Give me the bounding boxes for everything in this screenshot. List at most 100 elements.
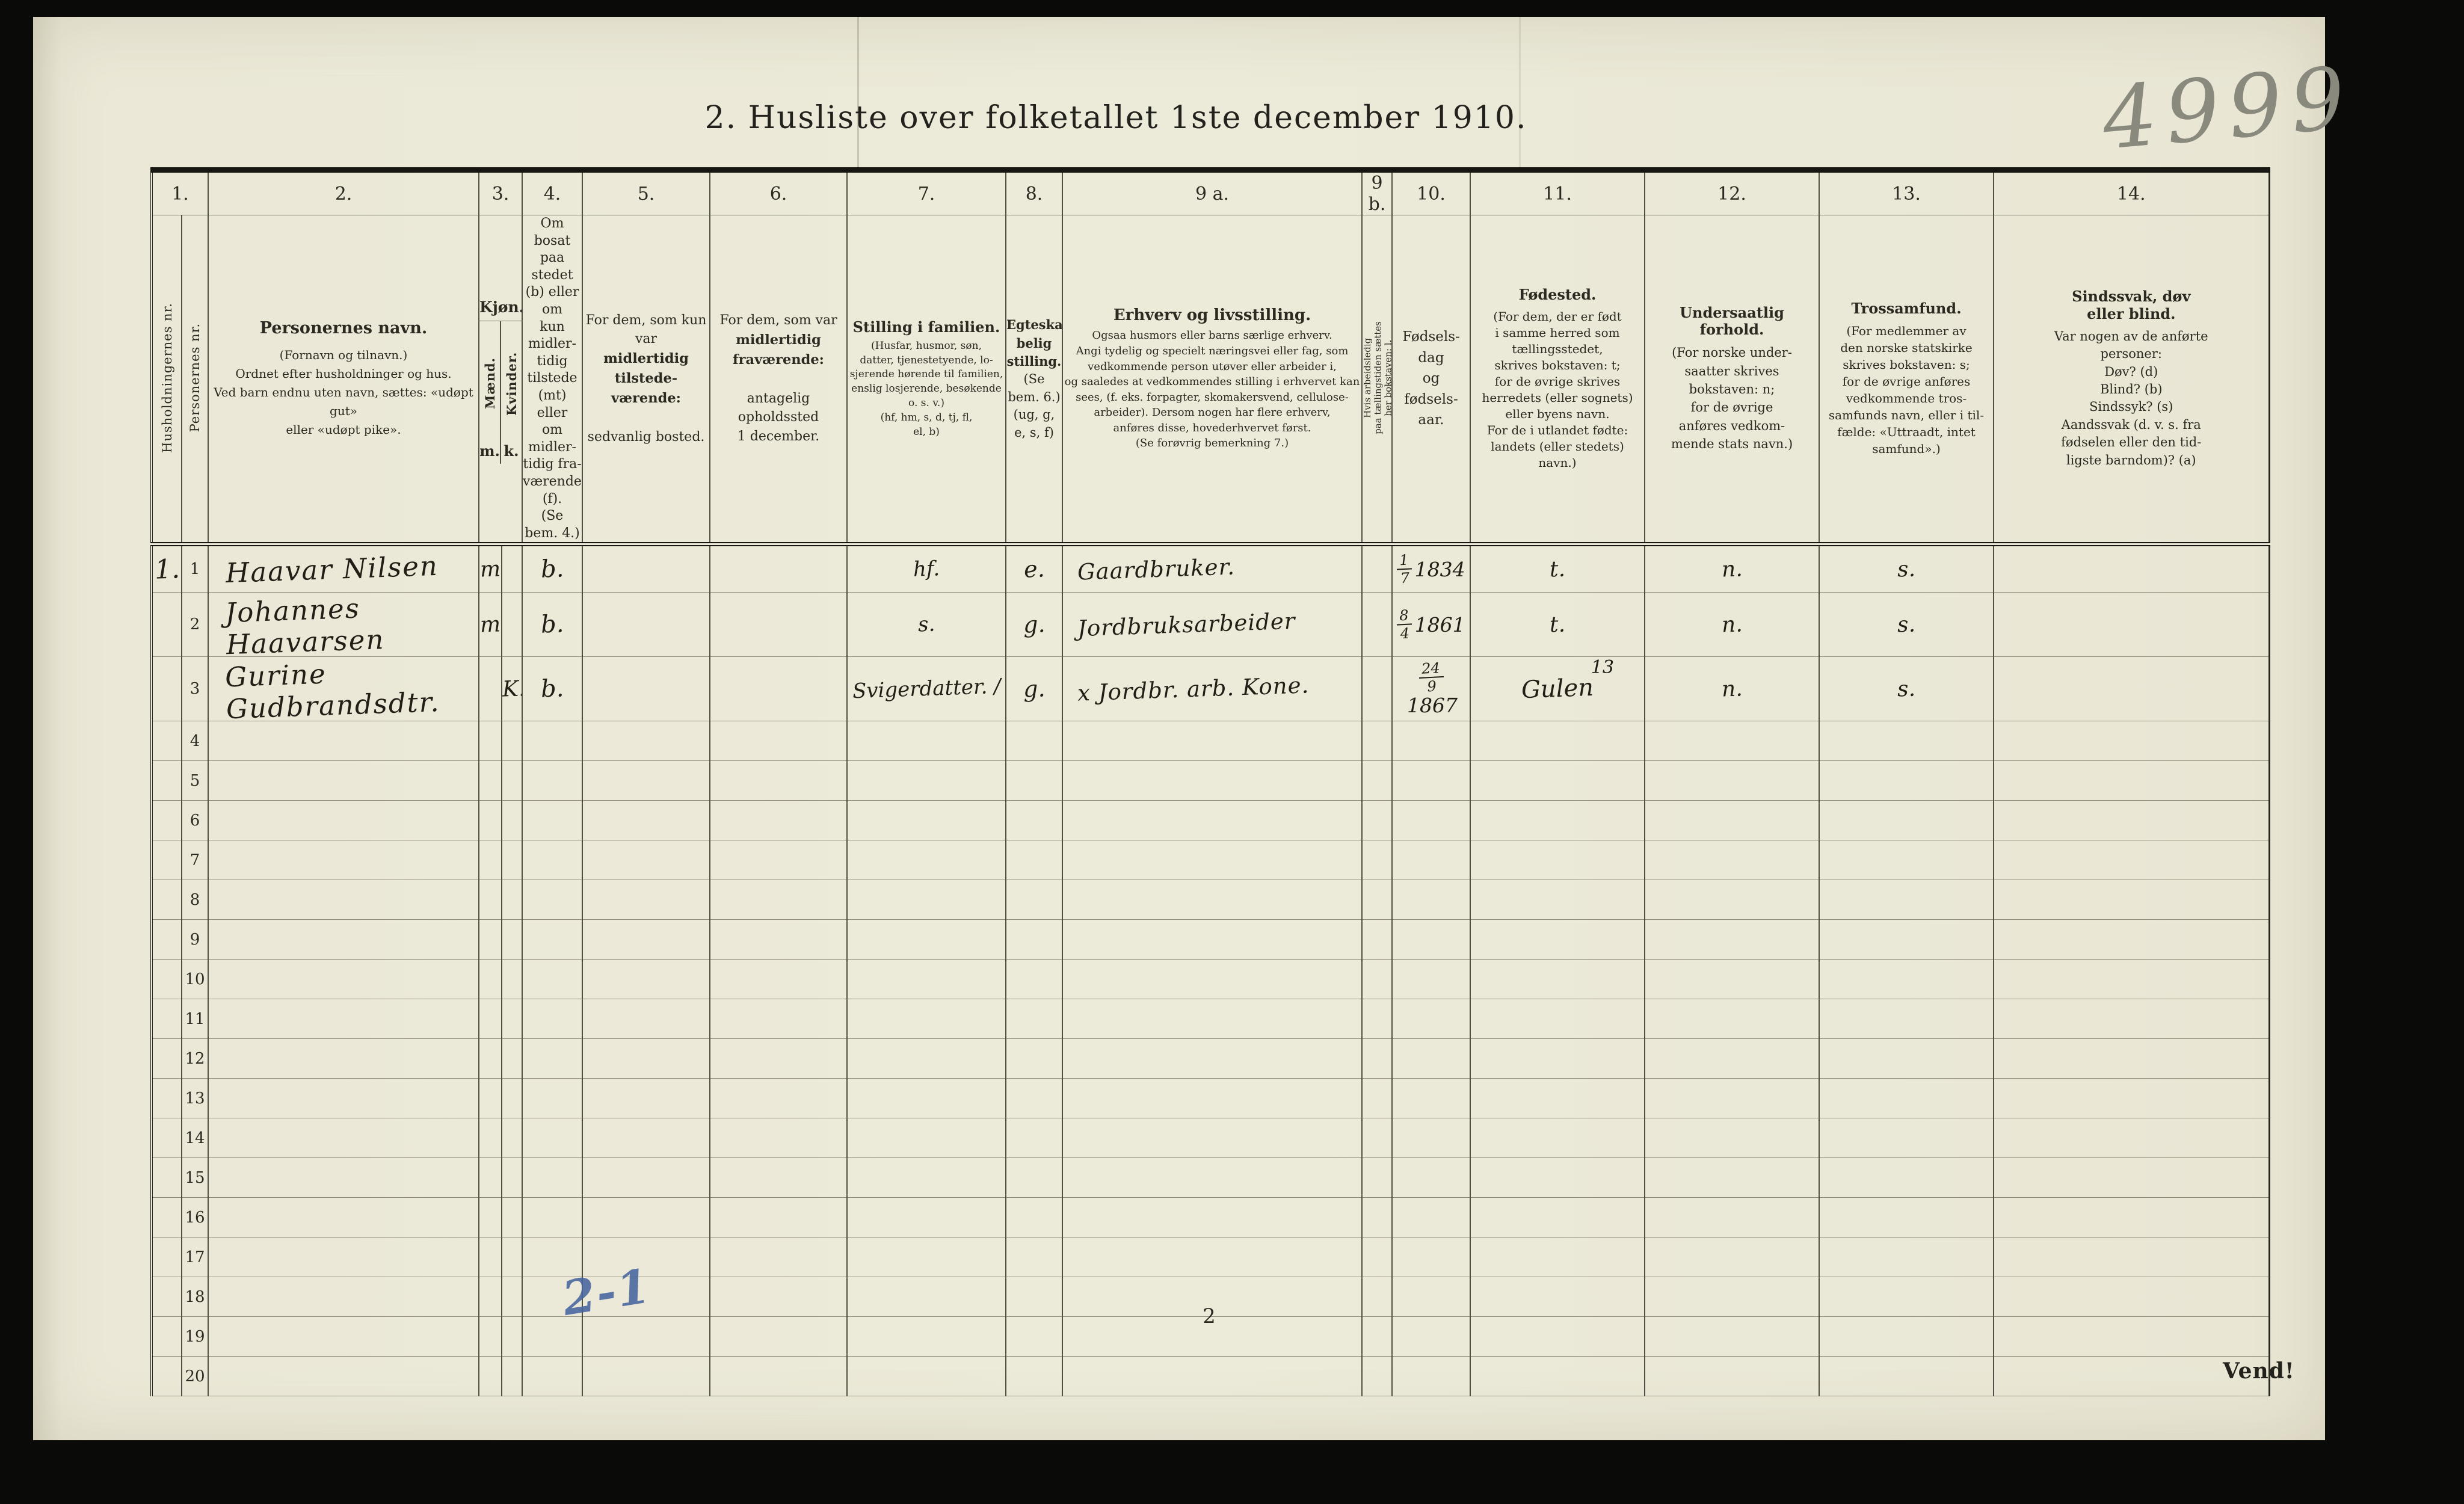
cell-c9b [1361,760,1392,801]
cell-name: Gurine Gudbrandsdtr. [208,656,479,722]
cell-c11: t. [1470,592,1645,658]
header-disabilities: Sindssvak, døv eller blind. Var nogen av… [1993,215,2270,547]
cell-sex_k [501,544,522,593]
cell-c9a [1062,919,1362,960]
cell-sex_m [478,760,502,801]
cell-nr: 12 [181,1038,208,1079]
column-numbers-row: 1. 2. 3. 4. 5. 6. 7. 8. 9 a. 9 b. 10. 11… [150,167,2270,215]
cell-nr: 8 [181,880,208,920]
cell-c8 [1005,880,1062,920]
header-marital-status: Egteska- belig stilling. (Se bem. 6.) (u… [1005,215,1062,547]
cell-c5 [582,919,710,960]
cell-sex_m [478,1038,502,1079]
cell-c6 [709,1038,847,1079]
header-occupation: Erhverv og livsstilling. Ogsaa husmors e… [1062,215,1362,547]
birthdate-fraction: 24 9 [1418,659,1444,695]
cell-c6 [709,544,847,593]
cell-c9b [1361,1197,1392,1238]
cell-nr: 14 [181,1118,208,1159]
cell-c9b [1361,1157,1392,1198]
cell-c6 [709,840,847,881]
cell-c11 [1470,1038,1645,1079]
cell-sex_m [478,1197,502,1238]
cell-sex_m [478,1237,502,1278]
cell-c6 [709,999,847,1040]
cell-c12 [1644,959,1819,1000]
table-body: 1. 1 Haavar Nilsen m b. hf. e. Gaardbruker. 1 7 18… [150,544,2270,1397]
cell-c14 [1993,999,2270,1040]
table-row: 16 [150,1197,2270,1238]
cell-c8: g. [1005,656,1062,722]
cell-c5 [582,1237,710,1278]
cell-c5 [582,840,710,881]
table-header: 1. 2. 3. 4. 5. 6. 7. 8. 9 a. 9 b. 10. 11… [150,167,2270,547]
cell-c5 [582,880,710,920]
printed-row-number: 17 [185,1248,205,1266]
cell-c13 [1819,1197,1994,1238]
cell-c4 [522,959,582,1000]
handwritten-entry: n. [1720,556,1743,582]
cell-sex_k [501,1078,522,1119]
table-row: 2 Johannes Haavarsen m b. s. g. Jordbruksarbei… [150,592,2270,658]
cell-bdate [1391,880,1470,920]
cell-c7 [846,800,1006,841]
printed-row-number: 20 [185,1367,205,1385]
handwritten-entry: b. [540,610,564,639]
cell-hh [150,760,182,801]
cell-nr: 18 [181,1277,208,1318]
cell-name [208,1356,479,1397]
cell-name [208,1038,479,1079]
table-row: 6 [150,800,2270,841]
cell-c7 [846,959,1006,1000]
cell-bdate [1391,760,1470,801]
cell-c5 [582,592,710,658]
handwritten-entry: s. [917,612,935,637]
cell-c6 [709,592,847,658]
cell-c9b [1361,592,1392,658]
cell-c4 [522,800,582,841]
cell-nr: 3 [181,656,208,722]
cell-c7: s. [846,592,1006,658]
cell-name [208,800,479,841]
cell-sex_m [478,959,502,1000]
handwritten-entry: s. [1897,612,1916,638]
cell-c13 [1819,1118,1994,1159]
cell-c7 [846,1157,1006,1198]
cell-hh [150,840,182,881]
colnum-9b: 9 b. [1361,167,1392,215]
cell-c9b [1361,1277,1392,1318]
cell-c7 [846,1118,1006,1159]
cell-sex_m: m [478,592,502,658]
cell-bdate [1391,919,1470,960]
header-name: Personernes navn. (Fornavn og tilnavn.) … [208,215,479,547]
cell-c9a [1062,1237,1362,1278]
cell-hh [150,880,182,920]
person-no-vertical-label: Personernes nr. [188,322,202,433]
cell-sex_k [501,1237,522,1278]
cell-c4 [522,1316,582,1357]
handwritten-entry: g. [1023,611,1046,638]
cell-name [208,1157,479,1198]
cell-name: Haavar Nilsen [208,544,479,593]
cell-c4: b. [522,592,582,658]
cell-name [208,999,479,1040]
table-row: 11 [150,999,2270,1040]
cell-sex_k [501,800,522,841]
cell-c14 [1993,1356,2270,1397]
cell-c11 [1470,880,1645,920]
cell-c4: b. [522,544,582,593]
cell-c4: b. [522,656,582,722]
cell-c9b [1361,840,1392,881]
cell-c4 [522,880,582,920]
cell-bdate [1391,1197,1470,1238]
cell-bdate [1391,840,1470,881]
cell-c4 [522,1356,582,1397]
cell-sex_m [478,1157,502,1198]
cell-hh [150,1316,182,1357]
cell-bdate [1391,1078,1470,1119]
cell-sex_m [478,800,502,841]
census-table-container: 1. 2. 3. 4. 5. 6. 7. 8. 9 a. 9 b. 10. 11… [150,167,2270,1397]
colnum-1: 1. [150,167,208,215]
cell-name [208,919,479,960]
handwritten-entry: m [479,612,501,638]
